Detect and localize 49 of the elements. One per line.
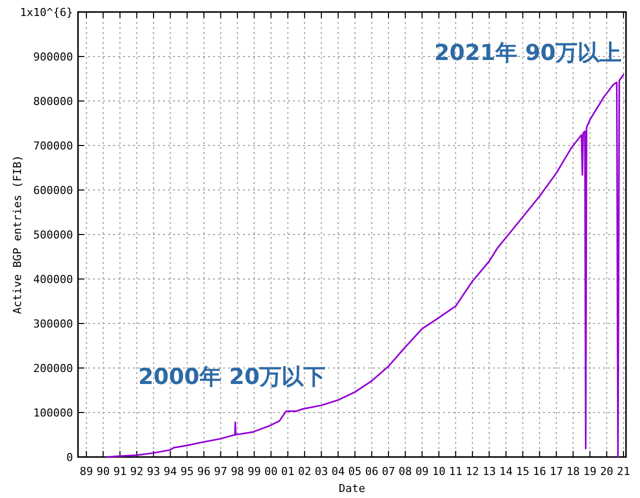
- x-axis-title: Date: [338, 482, 366, 495]
- x-tick-label: 90: [96, 465, 110, 478]
- x-tick-label: 01: [281, 465, 294, 478]
- x-tick-label: 17: [550, 465, 563, 478]
- annotation: 2021年 90万以上: [434, 41, 622, 66]
- x-tick-label: 11: [449, 465, 462, 478]
- y-tick-label: 1x10^{6}: [20, 6, 73, 19]
- y-tick-label: 200000: [33, 362, 73, 375]
- x-tick-label: 05: [348, 465, 362, 478]
- x-tick-label: 18: [566, 465, 580, 478]
- x-tick-label: 96: [197, 465, 211, 478]
- x-tick-label: 99: [248, 465, 261, 478]
- y-tick-label: 300000: [33, 318, 73, 330]
- y-tick-label: 100000: [33, 406, 73, 420]
- x-tick-label: 07: [382, 465, 396, 478]
- x-tick-label: 92: [130, 465, 144, 478]
- x-tick-label: 20: [600, 465, 614, 478]
- line-series: [106, 74, 624, 458]
- y-tick-label: 600000: [33, 184, 73, 197]
- y-tick-label: 0: [66, 451, 73, 464]
- y-tick-label: 900000: [33, 50, 73, 64]
- x-tick-label: 19: [583, 465, 597, 478]
- x-tick-label: 94: [164, 465, 178, 478]
- x-tick-label: 09: [415, 465, 429, 478]
- x-tick-label: 89: [80, 465, 94, 478]
- x-tick-label: 14: [499, 465, 513, 478]
- y-tick-label: 400000: [33, 273, 73, 286]
- y-axis-title: Active BGP entries (FIB): [11, 155, 24, 314]
- y-tick-label: 800000: [33, 95, 73, 108]
- x-tick-label: 10: [432, 465, 446, 478]
- x-tick-label: 93: [146, 465, 160, 478]
- x-tick-label: 98: [230, 465, 244, 478]
- annotation: 2000年 20万以下: [138, 365, 326, 390]
- x-tick-label: 08: [398, 465, 412, 478]
- x-tick-label: 91: [113, 465, 127, 478]
- x-tick-label: 12: [466, 465, 480, 478]
- x-tick-label: 02: [298, 465, 312, 478]
- x-tick-label: 00: [264, 465, 278, 478]
- y-tick-label: 500000: [33, 228, 73, 242]
- y-tick-label: 700000: [33, 140, 73, 152]
- x-tick-label: 06: [365, 465, 378, 478]
- x-tick-label: 21: [616, 465, 630, 478]
- x-tick-label: 04: [332, 465, 346, 478]
- x-tick-label: 13: [482, 465, 496, 478]
- x-tick-label: 03: [314, 465, 328, 478]
- x-tick-label: 15: [516, 465, 530, 478]
- x-tick-label: 16: [532, 465, 546, 478]
- x-tick-label: 95: [180, 465, 194, 478]
- x-tick-label: 97: [214, 465, 228, 478]
